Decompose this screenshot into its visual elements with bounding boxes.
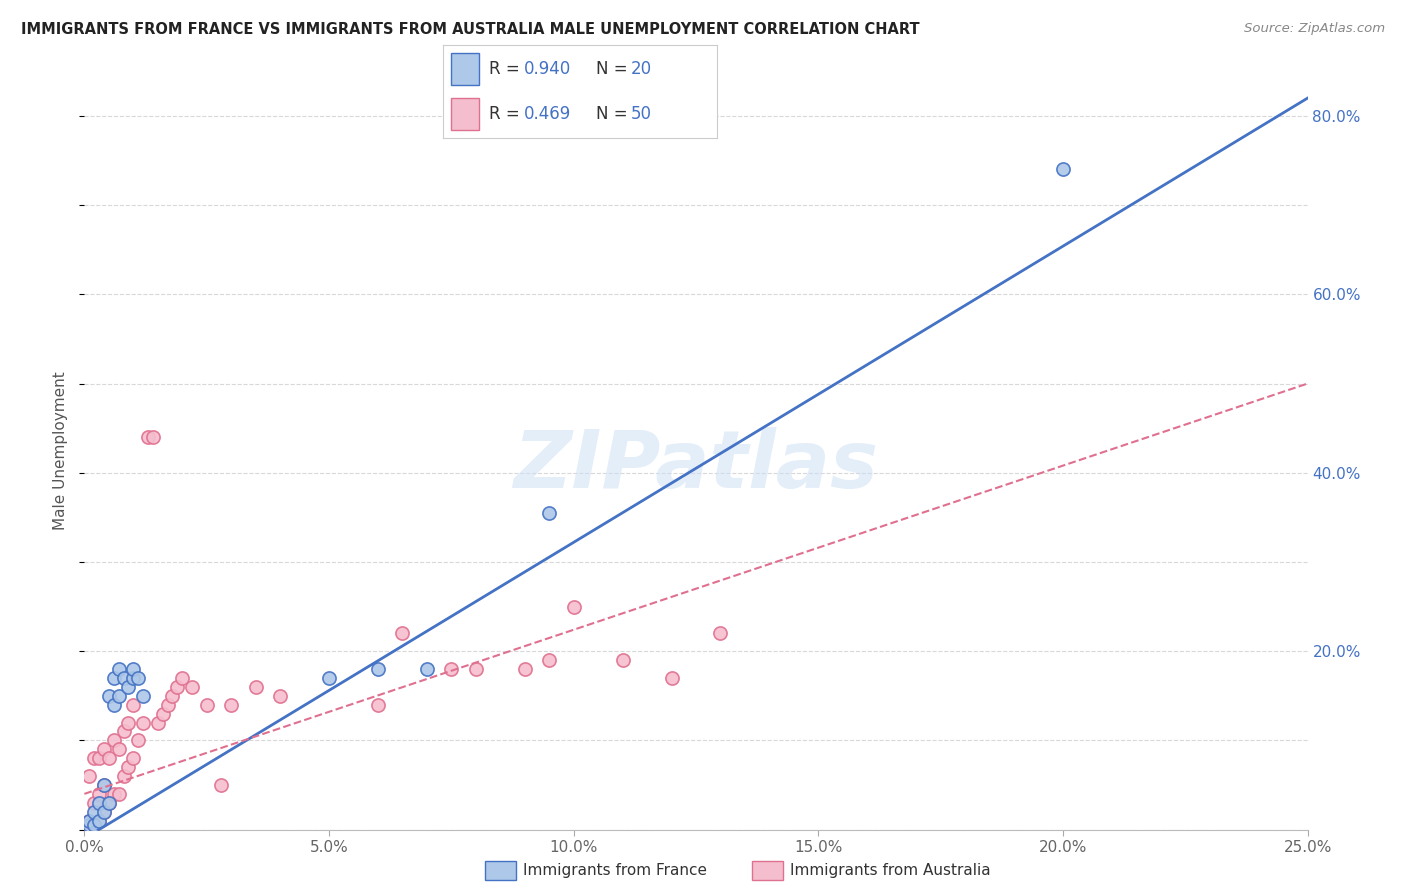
- Text: IMMIGRANTS FROM FRANCE VS IMMIGRANTS FROM AUSTRALIA MALE UNEMPLOYMENT CORRELATIO: IMMIGRANTS FROM FRANCE VS IMMIGRANTS FRO…: [21, 22, 920, 37]
- Point: [83, 805, 105, 819]
- Point: [152, 706, 174, 721]
- Point: [146, 715, 169, 730]
- Point: [97, 751, 120, 765]
- Point: [156, 698, 179, 712]
- Point: [97, 796, 120, 810]
- Point: [112, 671, 135, 685]
- Text: ZIPatlas: ZIPatlas: [513, 426, 879, 505]
- Text: R =: R =: [489, 105, 526, 123]
- Point: [122, 671, 145, 685]
- Point: [367, 698, 389, 712]
- Text: N =: N =: [596, 60, 633, 78]
- Text: R =: R =: [489, 60, 526, 78]
- Point: [112, 769, 135, 783]
- Point: [612, 653, 634, 667]
- Point: [162, 689, 184, 703]
- Point: [132, 689, 155, 703]
- Point: [172, 671, 194, 685]
- Point: [709, 626, 731, 640]
- Point: [107, 689, 129, 703]
- Point: [83, 796, 105, 810]
- Point: [318, 671, 340, 685]
- Text: Immigrants from France: Immigrants from France: [523, 863, 707, 878]
- Point: [367, 662, 389, 676]
- Point: [93, 778, 115, 792]
- Point: [117, 680, 139, 694]
- Point: [538, 653, 561, 667]
- Point: [93, 805, 115, 819]
- Point: [142, 430, 165, 444]
- Point: [97, 689, 120, 703]
- Point: [77, 818, 100, 832]
- Text: Immigrants from Australia: Immigrants from Australia: [790, 863, 991, 878]
- Point: [77, 814, 100, 828]
- Point: [83, 751, 105, 765]
- Text: 0.469: 0.469: [524, 105, 571, 123]
- Point: [122, 662, 145, 676]
- Point: [166, 680, 188, 694]
- Point: [117, 715, 139, 730]
- Point: [107, 742, 129, 756]
- Point: [83, 818, 105, 832]
- Point: [464, 662, 486, 676]
- Point: [269, 689, 291, 703]
- Point: [219, 698, 242, 712]
- Point: [127, 671, 149, 685]
- Point: [93, 742, 115, 756]
- Point: [87, 751, 110, 765]
- Point: [562, 599, 585, 614]
- Point: [391, 626, 413, 640]
- Point: [77, 814, 100, 828]
- Text: 20: 20: [631, 60, 652, 78]
- Point: [195, 698, 218, 712]
- Point: [132, 715, 155, 730]
- Point: [107, 662, 129, 676]
- Point: [416, 662, 439, 676]
- Point: [103, 698, 125, 712]
- Bar: [451, 53, 478, 85]
- Point: [117, 760, 139, 774]
- Point: [103, 733, 125, 747]
- Point: [87, 814, 110, 828]
- Point: [77, 818, 100, 832]
- Point: [513, 662, 536, 676]
- Text: 0.940: 0.940: [524, 60, 571, 78]
- Point: [127, 733, 149, 747]
- Y-axis label: Male Unemployment: Male Unemployment: [53, 371, 69, 530]
- Point: [103, 787, 125, 801]
- Point: [181, 680, 204, 694]
- Point: [661, 671, 683, 685]
- Point: [538, 506, 561, 520]
- Point: [87, 796, 110, 810]
- Text: Source: ZipAtlas.com: Source: ZipAtlas.com: [1244, 22, 1385, 36]
- Point: [93, 778, 115, 792]
- Point: [136, 430, 159, 444]
- Point: [107, 787, 129, 801]
- Point: [122, 698, 145, 712]
- Point: [209, 778, 232, 792]
- Text: N =: N =: [596, 105, 633, 123]
- Point: [245, 680, 267, 694]
- Point: [93, 805, 115, 819]
- Point: [77, 769, 100, 783]
- Point: [97, 796, 120, 810]
- Bar: [451, 98, 478, 130]
- Point: [83, 818, 105, 832]
- Point: [87, 814, 110, 828]
- Point: [87, 787, 110, 801]
- Point: [1052, 162, 1074, 177]
- Point: [103, 671, 125, 685]
- Point: [440, 662, 463, 676]
- Point: [112, 724, 135, 739]
- Point: [122, 751, 145, 765]
- Text: 50: 50: [631, 105, 652, 123]
